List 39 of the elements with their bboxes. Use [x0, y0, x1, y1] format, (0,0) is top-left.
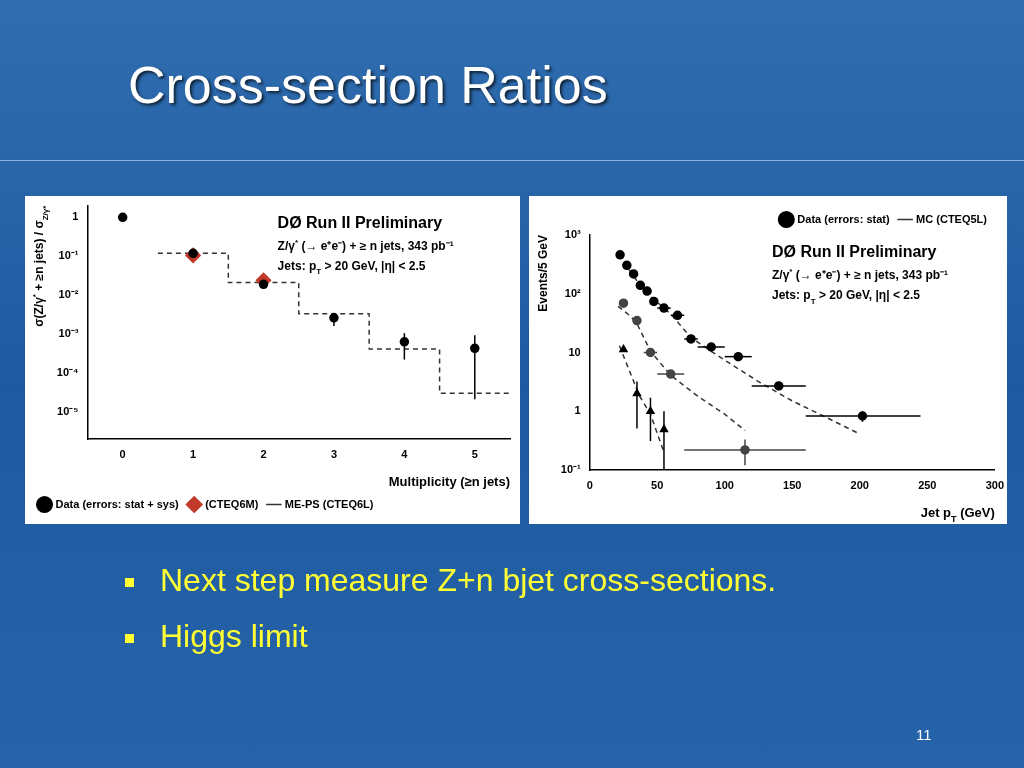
x-tick-label: 300 [985, 478, 1004, 491]
y-tick-label: 1 [72, 210, 79, 223]
x-tick-label: 200 [850, 478, 869, 491]
x-tick-label: 2 [260, 447, 267, 460]
text: DØ Run II Preliminary [772, 243, 937, 260]
y-tick-label: 10 [568, 345, 581, 358]
x-tick-label: 250 [918, 478, 937, 491]
x-tick-label: 3 [330, 447, 338, 460]
y-tick-label: 1 [574, 404, 581, 417]
y-tick-label: 10⁻² [58, 288, 79, 301]
x-tick-label: 0 [586, 478, 593, 491]
y-tick-label: 10³ [564, 228, 582, 241]
legend-label: MC (CTEQ5L) [916, 212, 988, 225]
text: Next step measure Z+n bjet cross-sections. [160, 562, 777, 598]
chart-title: Cross-section Ratios [128, 55, 608, 115]
y-axis-title: Events/5 GeV [536, 234, 550, 312]
annotation: Z/γ* (→ e⁺e⁻) + ≥ n jets, 343 pb⁻¹ [277, 237, 454, 253]
y-tick-label: 10⁻¹ [58, 249, 79, 262]
y-tick-label: 10⁻³ [58, 327, 79, 340]
text: 11 [916, 726, 932, 743]
x-tick-label: 100 [715, 478, 734, 491]
y-tick-label: 10⁻¹ [560, 463, 582, 476]
x-tick-label: 1 [190, 447, 197, 460]
legend-label: ME-PS (CTEQ6L) [284, 497, 374, 510]
legend-label: Data (errors: stat) [797, 212, 890, 225]
x-tick-label: 4 [401, 447, 409, 460]
text: DØ Run II Preliminary [277, 213, 443, 231]
x-tick-label: 150 [783, 478, 802, 491]
y-tick-label: 10² [564, 286, 582, 299]
x-tick-label: 50 [651, 478, 664, 491]
text: Higgs limit [160, 618, 308, 654]
legend-label: (CTEQ6M) [205, 497, 259, 510]
y-tick-label: 10⁻⁵ [57, 404, 79, 417]
x-axis-title: Multiplicity (≥n jets) [388, 474, 510, 489]
x-tick-label: 0 [119, 447, 126, 460]
y-tick-label: 10⁻⁴ [56, 365, 79, 378]
x-tick-label: 5 [471, 447, 478, 460]
annotation: Z/γ* (→ e⁺e⁻) + ≥ n jets, 343 pb⁻¹ [772, 267, 949, 282]
legend-label: Data (errors: stat + sys) [55, 497, 180, 510]
